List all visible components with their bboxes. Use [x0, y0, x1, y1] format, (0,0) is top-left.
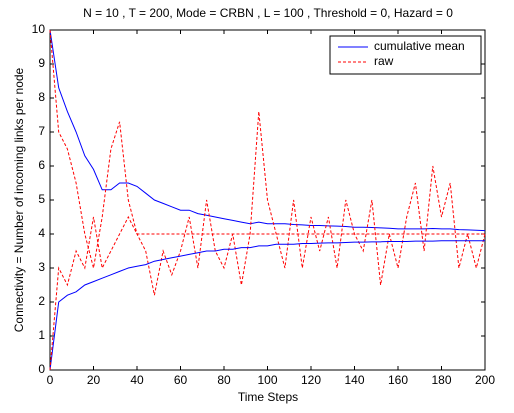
x-tick-label: 120 [301, 373, 321, 387]
x-tick-label: 0 [47, 373, 54, 387]
y-tick-label: 8 [38, 90, 45, 104]
y-tick-label: 7 [38, 124, 45, 138]
y-tick-label: 0 [38, 362, 45, 376]
x-axis-label: Time Steps [238, 390, 298, 404]
data-line [49, 29, 486, 296]
legend-label: cumulative mean [374, 39, 465, 53]
x-tick-label: 160 [388, 373, 408, 387]
y-tick-label: 10 [32, 22, 46, 36]
x-tick-label: 80 [217, 373, 231, 387]
x-tick-label: 140 [344, 373, 364, 387]
y-tick-label: 6 [38, 158, 45, 172]
x-tick-label: 60 [174, 373, 188, 387]
legend-label: raw [374, 54, 394, 68]
y-tick-label: 3 [38, 260, 45, 274]
x-tick-label: 20 [87, 373, 101, 387]
y-tick-label: 2 [38, 294, 45, 308]
x-tick-label: 180 [431, 373, 451, 387]
data-line [49, 29, 486, 232]
x-tick-label: 200 [475, 373, 495, 387]
x-tick-label: 40 [130, 373, 144, 387]
y-tick-label: 9 [38, 56, 45, 70]
legend-box [329, 35, 482, 75]
y-tick-label: 5 [38, 192, 45, 206]
y-axis-label: Connectivity = Number of incoming links … [12, 67, 26, 332]
y-tick-label: 1 [38, 328, 45, 342]
x-tick-label: 100 [257, 373, 277, 387]
data-line [49, 215, 485, 371]
y-tick-label: 4 [38, 226, 45, 240]
data-line [49, 240, 485, 371]
chart-title: N = 10 , T = 200, Mode = CRBN , L = 100 … [83, 6, 453, 20]
